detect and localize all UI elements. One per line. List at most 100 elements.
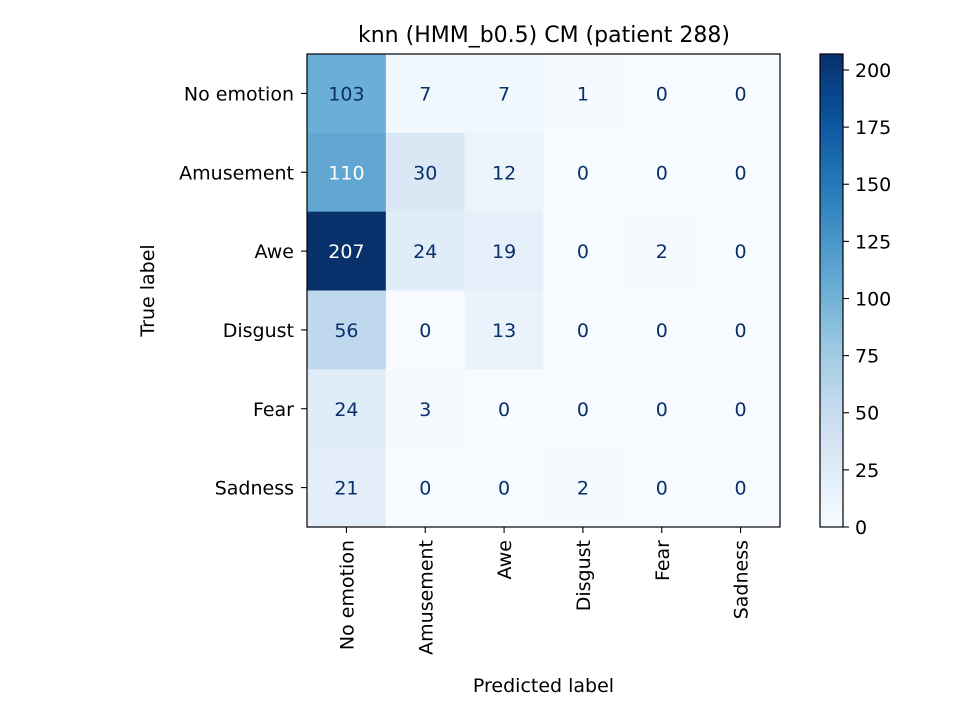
cell-value-r3-c2: 13	[492, 320, 516, 342]
colorbar-ticks: 0 25 50 75 100 125 150 175 200	[843, 60, 891, 539]
cell-value-r5-c2: 0	[498, 478, 510, 500]
cell-r2-c5	[701, 211, 781, 291]
cell-r2-c4	[622, 211, 702, 291]
cell-value-r0-c2: 7	[498, 83, 510, 105]
cell-value-r0-c4: 0	[656, 83, 668, 105]
cell-value-r0-c1: 7	[419, 83, 431, 105]
cell-r0-c5	[701, 54, 781, 134]
cell-r4-c5	[701, 369, 781, 449]
cell-r5-c5	[701, 448, 781, 528]
cell-value-r2-c0: 207	[328, 241, 364, 263]
cell-value-r5-c4: 0	[656, 478, 668, 500]
x-tick-label: Fear	[652, 540, 674, 581]
cell-value-r2-c2: 19	[492, 241, 516, 263]
x-axis-label: Predicted label	[473, 675, 614, 697]
cell-r1-c4	[622, 132, 702, 213]
cell-r0-c2	[464, 54, 544, 134]
cell-r4-c4	[622, 369, 702, 449]
colorbar-tick-label: 0	[855, 517, 867, 539]
cell-r3-c5	[701, 290, 781, 370]
colorbar-tick-label: 125	[855, 231, 891, 253]
y-tick-label: Disgust	[223, 320, 294, 342]
cell-value-r2-c5: 0	[735, 241, 747, 263]
y-axis-ticks: No emotion Amusement Awe Disgust Fear Sadness	[179, 83, 307, 500]
colorbar-tick-label: 175	[855, 117, 891, 139]
cell-value-r4-c2: 0	[498, 399, 510, 421]
cell-value-r0-c5: 0	[735, 83, 747, 105]
cell-r3-c4	[622, 290, 702, 370]
x-tick-label: Sadness	[731, 540, 753, 619]
cell-r0-c1	[385, 54, 466, 134]
cell-value-r2-c3: 0	[577, 241, 589, 263]
colorbar-tick-label: 50	[855, 403, 879, 425]
cell-value-r1-c0: 110	[328, 162, 364, 184]
x-tick-label: Awe	[494, 540, 516, 579]
cell-value-r5-c1: 0	[419, 478, 431, 500]
cell-r5-c3	[543, 448, 623, 528]
cell-value-r4-c4: 0	[656, 399, 668, 421]
cell-r5-c2	[464, 448, 544, 528]
cell-r5-c4	[622, 448, 702, 528]
cell-r0-c3	[543, 54, 623, 134]
x-tick-label: Disgust	[573, 540, 595, 611]
cell-value-r0-c3: 1	[577, 83, 589, 105]
cell-r4-c0	[307, 369, 387, 449]
y-tick-label: Amusement	[179, 162, 294, 184]
cell-value-r4-c1: 3	[419, 399, 431, 421]
cell-value-r3-c1: 0	[419, 320, 431, 342]
colorbar	[819, 53, 844, 528]
cell-r1-c5	[701, 132, 781, 213]
cell-r1-c1	[385, 132, 466, 213]
cell-r3-c2	[464, 290, 544, 370]
chart-title: knn (HMM_b0.5) CM (patient 288)	[358, 23, 730, 48]
x-tick-label: No emotion	[336, 540, 358, 650]
cell-r4-c3	[543, 369, 623, 449]
y-tick-label: Sadness	[215, 478, 294, 500]
cell-r5-c1	[385, 448, 466, 528]
cell-r3-c1	[385, 290, 466, 370]
colorbar-tick-label: 100	[855, 288, 891, 310]
colorbar-tick-label: 25	[855, 460, 879, 482]
x-tick-label: Amusement	[415, 540, 437, 655]
cell-value-r2-c4: 2	[656, 241, 668, 263]
cell-r0-c0	[307, 54, 387, 134]
cell-value-r1-c5: 0	[735, 162, 747, 184]
cell-value-r5-c3: 2	[577, 478, 589, 500]
x-axis-ticks: No emotion Amusement Awe Disgust Fear Sadness	[336, 527, 753, 655]
cell-value-r3-c0: 56	[334, 320, 358, 342]
cell-r5-c0	[307, 448, 387, 528]
cell-value-r0-c0: 103	[328, 83, 364, 105]
colorbar-tick-label: 200	[855, 60, 891, 82]
cell-value-r3-c3: 0	[577, 320, 589, 342]
cell-value-r4-c5: 0	[735, 399, 747, 421]
cell-value-r3-c5: 0	[735, 320, 747, 342]
cell-value-r3-c4: 0	[656, 320, 668, 342]
cell-r0-c4	[622, 54, 702, 134]
cell-r1-c2	[464, 132, 544, 213]
y-tick-label: No emotion	[184, 83, 294, 105]
cell-r1-c0	[307, 132, 387, 213]
cell-value-r4-c3: 0	[577, 399, 589, 421]
cell-r2-c3	[543, 211, 623, 291]
cell-value-r1-c4: 0	[656, 162, 668, 184]
cell-r1-c3	[543, 132, 623, 213]
colorbar-tick-label: 150	[855, 174, 891, 196]
y-tick-label: Awe	[255, 241, 294, 263]
cell-r2-c1	[385, 211, 466, 291]
y-tick-label: Fear	[253, 399, 294, 421]
y-axis-label: True label	[137, 244, 159, 337]
cell-r4-c1	[385, 369, 466, 449]
cell-value-r1-c1: 30	[413, 162, 437, 184]
cell-value-r1-c3: 0	[577, 162, 589, 184]
cell-value-r5-c0: 21	[334, 478, 358, 500]
colorbar-tick-label: 75	[855, 346, 879, 368]
plot-frame	[306, 53, 781, 528]
cell-value-r5-c5: 0	[735, 478, 747, 500]
cell-value-r4-c0: 24	[334, 399, 358, 421]
cell-r4-c2	[464, 369, 544, 449]
cell-r3-c3	[543, 290, 623, 370]
cell-r2-c2	[464, 211, 544, 291]
cell-r3-c0	[307, 290, 387, 370]
